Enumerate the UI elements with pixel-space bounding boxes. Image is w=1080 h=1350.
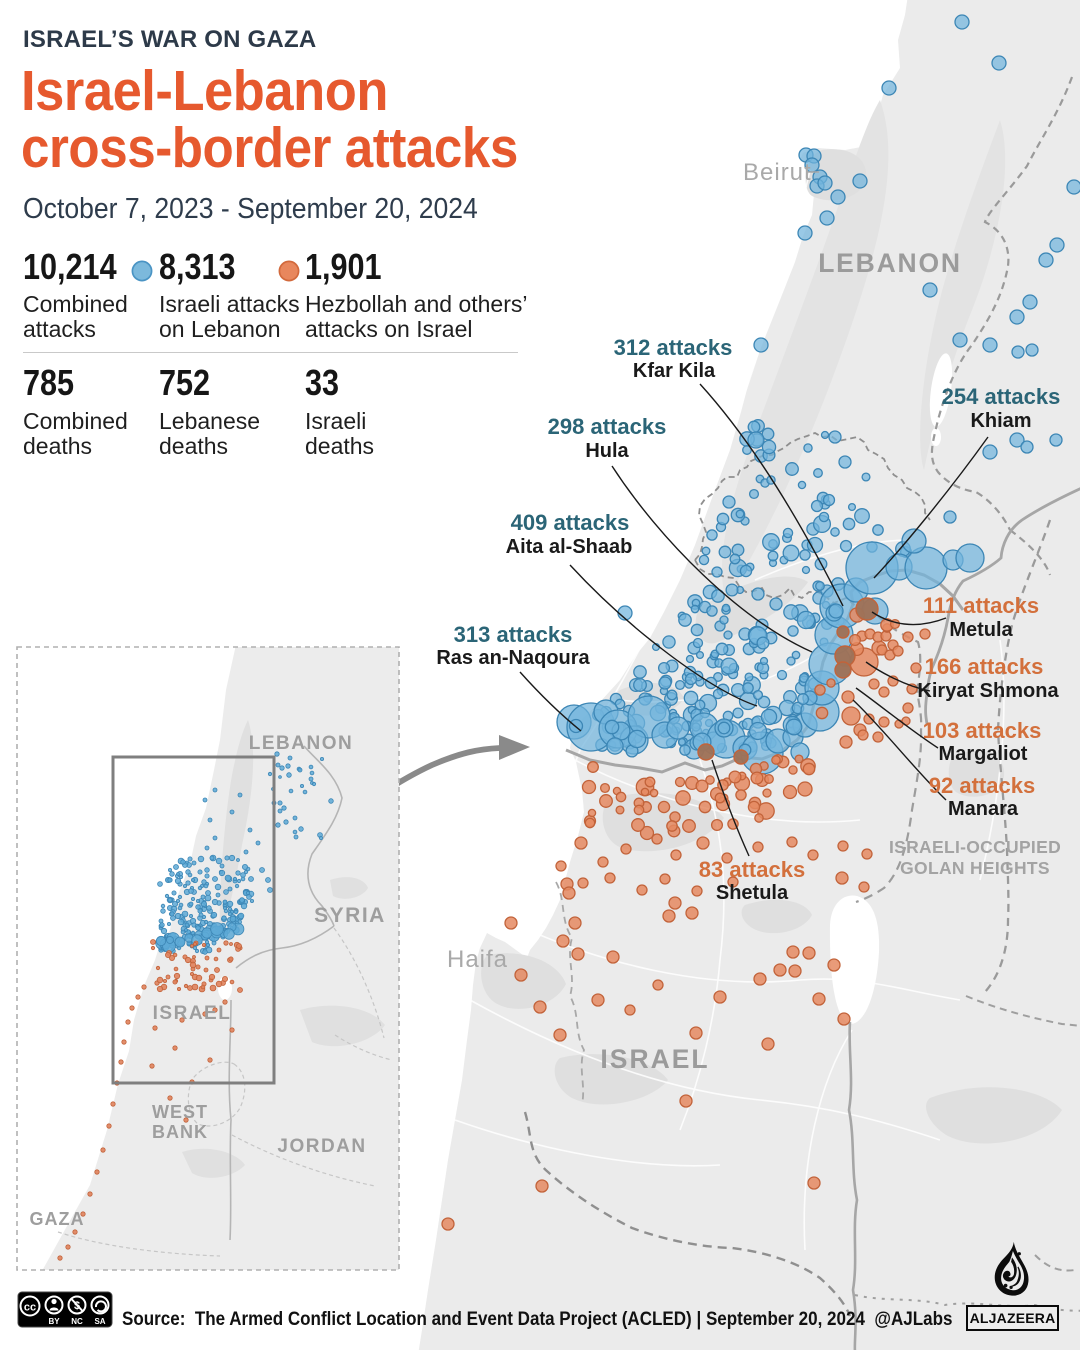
svg-text:Khiam: Khiam bbox=[970, 410, 1031, 432]
svg-text:Shetula: Shetula bbox=[716, 882, 789, 904]
svg-text:SA: SA bbox=[94, 1317, 105, 1326]
svg-text:92 attacks: 92 attacks bbox=[929, 773, 1035, 798]
svg-text:Manara: Manara bbox=[948, 798, 1019, 820]
svg-text:JORDAN: JORDAN bbox=[277, 1136, 366, 1157]
svg-text:ISRAELI-OCCUPIED: ISRAELI-OCCUPIED bbox=[889, 837, 1061, 857]
svg-text:166 attacks: 166 attacks bbox=[925, 654, 1044, 679]
svg-text:Haifa: Haifa bbox=[447, 946, 508, 973]
svg-text:BANK: BANK bbox=[152, 1122, 208, 1142]
svg-text:WEST: WEST bbox=[152, 1102, 208, 1122]
svg-text:ISRAEL: ISRAEL bbox=[153, 1003, 232, 1024]
svg-text:312 attacks: 312 attacks bbox=[614, 335, 733, 360]
svg-text:298 attacks: 298 attacks bbox=[548, 414, 667, 439]
svg-text:103 attacks: 103 attacks bbox=[923, 718, 1042, 743]
svg-text:Metula: Metula bbox=[949, 619, 1013, 641]
svg-text:SYRIA: SYRIA bbox=[314, 904, 386, 927]
svg-text:LEBANON: LEBANON bbox=[818, 248, 962, 278]
svg-text:cc: cc bbox=[24, 1302, 36, 1314]
svg-text:313 attacks: 313 attacks bbox=[454, 622, 573, 647]
svg-text:Kiryat Shmona: Kiryat Shmona bbox=[917, 680, 1059, 702]
svg-text:GOLAN HEIGHTS: GOLAN HEIGHTS bbox=[900, 858, 1050, 878]
svg-text:111 attacks: 111 attacks bbox=[923, 593, 1039, 618]
svg-text:ISRAEL: ISRAEL bbox=[600, 1044, 709, 1074]
svg-text:Ras an-Naqoura: Ras an-Naqoura bbox=[436, 647, 590, 669]
svg-text:GAZA: GAZA bbox=[30, 1209, 85, 1229]
svg-text:254 attacks: 254 attacks bbox=[942, 384, 1061, 409]
svg-text:Beirut: Beirut bbox=[743, 159, 812, 186]
svg-text:Aita al-Shaab: Aita al-Shaab bbox=[506, 536, 633, 558]
svg-text:Margaliot: Margaliot bbox=[939, 743, 1028, 765]
svg-text:Hula: Hula bbox=[585, 440, 629, 462]
svg-text:LEBANON: LEBANON bbox=[249, 733, 353, 754]
svg-text:NC: NC bbox=[71, 1317, 83, 1326]
svg-text:409 attacks: 409 attacks bbox=[511, 510, 630, 535]
svg-text:83 attacks: 83 attacks bbox=[699, 857, 805, 882]
svg-text:Kfar Kila: Kfar Kila bbox=[633, 360, 716, 382]
svg-text:BY: BY bbox=[48, 1317, 60, 1326]
